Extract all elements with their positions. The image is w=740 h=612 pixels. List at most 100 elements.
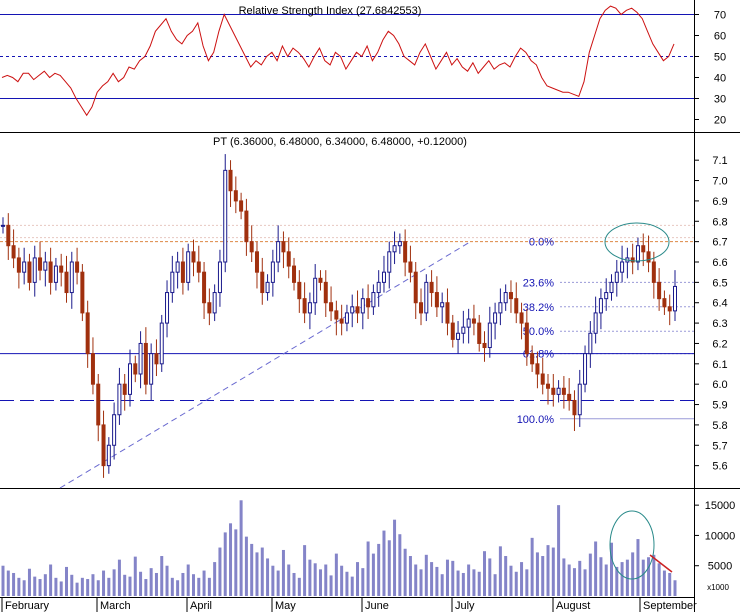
- volume-bar: [557, 505, 561, 596]
- volume-bar: [562, 558, 566, 596]
- volume-bar: [546, 545, 550, 596]
- volume-bar: [239, 500, 243, 596]
- fib-level-label: 50.0%: [523, 326, 554, 338]
- volume-corner-label: x1000: [707, 583, 729, 592]
- candle-body: [535, 363, 540, 375]
- candle-body: [53, 265, 58, 283]
- volume-bar: [281, 549, 285, 596]
- volume-bar: [165, 565, 169, 596]
- volume-bar: [170, 577, 174, 596]
- volume-bar: [673, 580, 677, 596]
- volume-bar: [588, 553, 592, 596]
- candle-body: [524, 322, 529, 355]
- volume-bar: [483, 551, 487, 596]
- candle-body: [546, 383, 551, 389]
- candle-body: [239, 200, 244, 212]
- candle-body: [80, 271, 85, 314]
- candle-body: [620, 261, 625, 273]
- volume-bar: [334, 553, 338, 596]
- volume-bar: [303, 545, 307, 596]
- candle-body: [662, 298, 667, 308]
- candle-body: [260, 271, 265, 294]
- volume-bar: [509, 565, 513, 596]
- candle-body: [165, 292, 170, 324]
- candle-body: [630, 257, 635, 263]
- volume-bar: [123, 574, 127, 596]
- volume-bar: [181, 572, 185, 596]
- volume-bar: [33, 576, 37, 596]
- volume-bar: [578, 560, 582, 596]
- month-label: September: [643, 600, 697, 612]
- volume-bar: [149, 568, 153, 596]
- volume-bar: [366, 541, 370, 596]
- candle-body: [530, 353, 535, 365]
- rsi-axis: 20 30 40 50 60 70: [694, 10, 726, 127]
- volume-bar: [604, 564, 608, 596]
- candle-body: [419, 302, 424, 314]
- candle-body: [154, 353, 159, 365]
- candle-body: [59, 265, 64, 273]
- candle-body: [265, 281, 270, 294]
- volume-bar: [223, 532, 227, 596]
- volume-bar: [451, 560, 455, 596]
- volume-bar: [445, 559, 449, 596]
- candle-body: [635, 245, 640, 263]
- candle-body: [577, 383, 582, 416]
- volume-bar: [361, 568, 365, 596]
- volume-bar: [229, 523, 233, 596]
- volume-bar: [324, 564, 328, 596]
- volume-bar: [440, 574, 444, 596]
- volume-bar: [80, 577, 84, 596]
- volume-bar: [112, 569, 116, 596]
- candlesticks: [1, 154, 677, 478]
- candle-body: [434, 292, 439, 308]
- rsi-tick-label: 20: [714, 115, 726, 127]
- volume-bar: [636, 539, 640, 596]
- candle-body: [286, 251, 291, 267]
- candle-body: [598, 298, 603, 314]
- volume-bar: [456, 570, 460, 596]
- month-label: June: [365, 600, 389, 612]
- candle-body: [376, 281, 381, 294]
- volume-bar: [419, 569, 423, 596]
- volume-bar: [424, 554, 428, 596]
- volume-bar: [297, 577, 301, 596]
- volume-bar: [430, 562, 434, 596]
- price-tick-label: 6.0: [712, 379, 727, 391]
- volume-bar: [234, 529, 238, 596]
- volume-bar: [313, 563, 317, 596]
- volume-bar: [197, 577, 201, 596]
- candle-body: [32, 257, 37, 283]
- month-label: April: [190, 600, 212, 612]
- volume-bar: [318, 569, 322, 596]
- candle-body: [175, 261, 180, 273]
- volume-bar: [86, 579, 90, 596]
- volume-bar: [38, 579, 42, 596]
- volume-bar: [144, 579, 148, 596]
- volume-bar: [377, 543, 381, 596]
- candle-body: [276, 241, 281, 263]
- fibonacci-levels: 0.0%23.6%38.2%50.0%61.8%100.0%: [0, 237, 694, 426]
- candle-body: [233, 190, 238, 202]
- candle-body: [445, 302, 450, 324]
- candle-body: [11, 245, 16, 259]
- volume-bar: [530, 537, 534, 596]
- volume-axis: 5000 10000 15000: [694, 500, 735, 573]
- volume-bar: [70, 574, 74, 596]
- candle-body: [355, 306, 360, 314]
- volume-bar: [467, 564, 471, 596]
- volume-bar: [1, 565, 5, 596]
- candle-body: [540, 373, 545, 385]
- volume-bar: [461, 572, 465, 596]
- volume-bar: [6, 570, 10, 596]
- volume-bar: [398, 534, 402, 596]
- candle-body: [493, 312, 498, 324]
- candle-body: [614, 271, 619, 283]
- volume-bar: [403, 548, 407, 596]
- volume-bar: [371, 553, 375, 596]
- volume-bar: [350, 576, 354, 596]
- price-tick-label: 5.8: [712, 420, 727, 432]
- volume-bar: [64, 566, 68, 596]
- volume-bar: [75, 582, 79, 596]
